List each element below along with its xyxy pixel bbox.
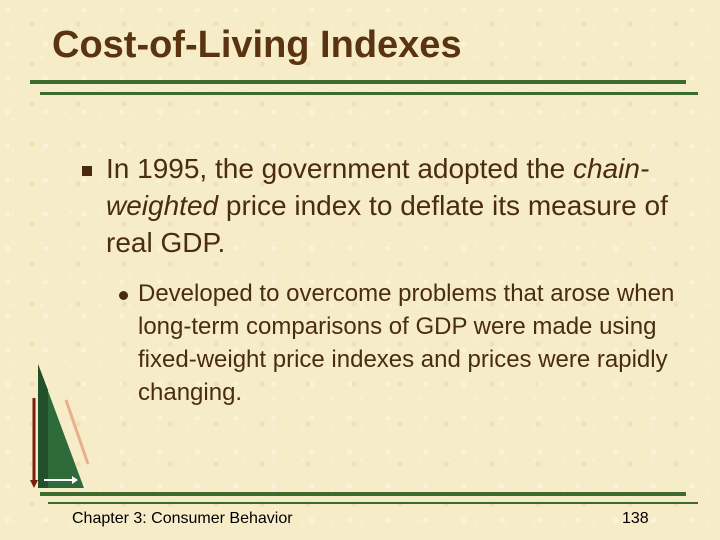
bullet-text-main-emphasis: chain-weighted <box>106 153 650 221</box>
footer-rule-upper <box>40 492 686 496</box>
footer-page-number: 138 <box>622 510 649 527</box>
footer-chapter: Chapter 3: Consumer Behavior <box>72 510 293 527</box>
green-triangle-logo-icon <box>30 364 90 488</box>
bullet-text-main: In 1995, the government adopted the chai… <box>106 150 706 261</box>
bullet-text-main-end: price index to deflate its measure of re… <box>106 190 668 258</box>
slide-title: Cost-of-Living Indexes <box>52 24 462 66</box>
round-bullet-icon <box>119 291 128 300</box>
footer-rule-lower <box>48 502 698 504</box>
square-bullet-icon <box>82 166 92 176</box>
title-rule-upper <box>30 80 686 84</box>
title-rule-lower <box>40 92 698 95</box>
bullet-text-main-start: In 1995, the government adopted the <box>106 153 574 184</box>
bullet-text-sub: Developed to overcome problems that aros… <box>138 280 675 406</box>
